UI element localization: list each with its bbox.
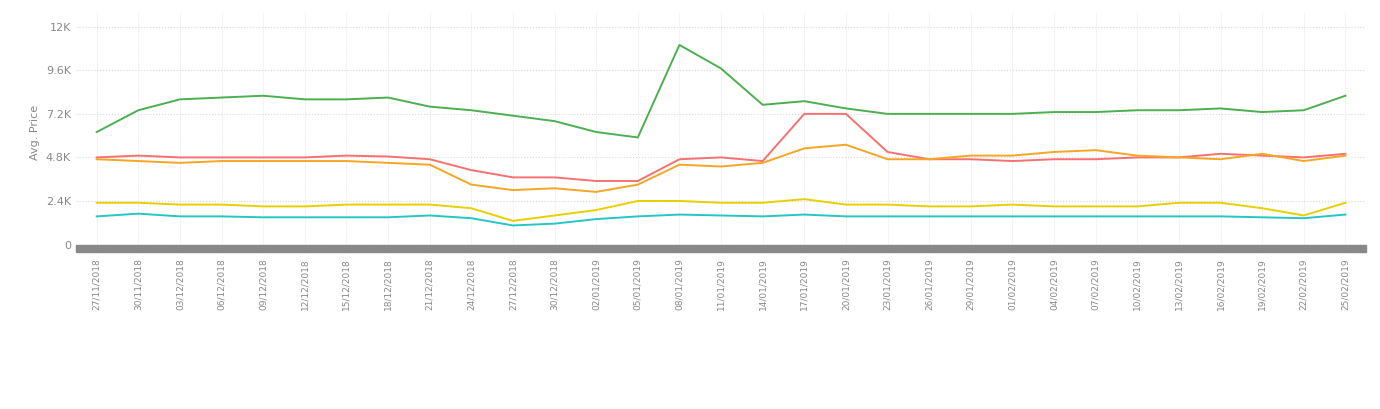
- Y-axis label: Avg. Price: Avg. Price: [30, 106, 40, 160]
- Bar: [76, 245, 1366, 252]
